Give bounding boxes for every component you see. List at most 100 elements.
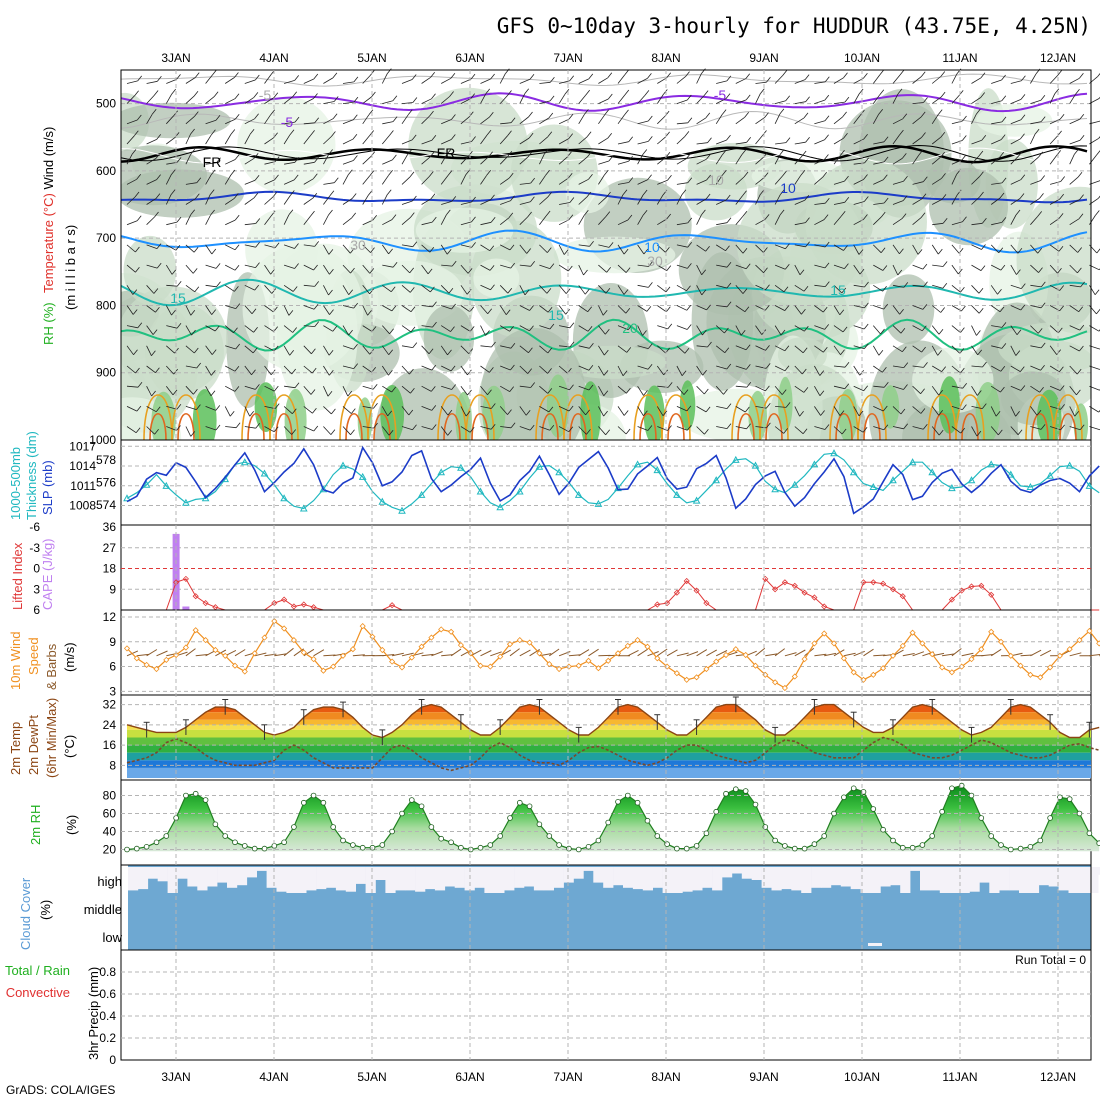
upper-y-tick-4: 900 [96, 366, 116, 380]
wind-barb-flag [785, 402, 791, 408]
wind-barb [598, 365, 605, 376]
wind-barb [873, 202, 885, 205]
wind-barb-flag [233, 193, 239, 199]
wind-barb-flag [153, 90, 159, 96]
thickness-point [771, 485, 779, 493]
grads-credit: GrADS: COLA/IGES [6, 1083, 115, 1097]
wind-barb-flag [824, 154, 829, 160]
wind-barb-flag [389, 130, 394, 136]
wind-barb [676, 406, 688, 412]
thickness-point [987, 460, 996, 468]
wind-barb [303, 284, 315, 287]
wind10-barb [942, 653, 954, 657]
wind-barb [1030, 99, 1042, 104]
wind-barb-flag [1037, 247, 1043, 254]
upper-y-label: RH (%) Temperature (°C) Wind (m/s) [41, 127, 56, 345]
wind-barb-flag [879, 89, 885, 95]
wind-barb [833, 77, 844, 84]
wind-barb-flag [289, 350, 295, 356]
wind-barb [794, 79, 806, 84]
wind-barb-flag [331, 408, 336, 415]
wind-barb-flag [686, 425, 692, 431]
rh-point [791, 845, 798, 852]
wind-barb-flag [763, 267, 768, 273]
wind-barb [519, 216, 528, 225]
wind-barb [912, 365, 924, 368]
contour-temp-30 [275, 412, 293, 441]
thickness-point [889, 476, 897, 484]
wind10-point [281, 625, 288, 632]
rh-shade [777, 337, 827, 373]
wind-barb-flag [135, 427, 141, 433]
wind10-barb [715, 650, 728, 657]
wind-barb-flag [451, 260, 457, 267]
wind-barb [971, 426, 978, 437]
thickness-point [1065, 461, 1074, 469]
wind-barb-flag [1059, 193, 1065, 200]
wind-barb [676, 305, 687, 311]
wind-barb [1049, 93, 1056, 104]
wind-barb-flag [510, 422, 516, 429]
wind-barb [892, 385, 904, 390]
wind-barb-flag [133, 130, 139, 137]
wind10-point [634, 637, 641, 644]
wind-barb-flag [429, 246, 435, 253]
wind-barb [912, 284, 924, 288]
cloud-level-middle: middle [84, 902, 122, 917]
wind10-point [830, 640, 838, 647]
wind-barb [892, 244, 900, 255]
cloud-high-bar [692, 867, 703, 891]
wind-barb [794, 305, 802, 315]
wind-barb-flag [706, 174, 711, 181]
rh-point [418, 803, 425, 810]
wind-barb-flag [962, 216, 967, 222]
contour-label: FR [203, 154, 222, 170]
wind-barb-flag [529, 424, 535, 431]
cloud-high-bar [425, 867, 436, 890]
wind-barb-flag [981, 403, 987, 409]
wind-barb [244, 305, 253, 315]
wind-barb [323, 305, 330, 315]
wind-barb-flag [1000, 366, 1006, 372]
wind-barb [657, 179, 668, 185]
wind-barb [323, 345, 330, 356]
cloud-high-bar [1048, 867, 1059, 887]
wind-barb [657, 264, 668, 271]
wind-barb-flag [804, 74, 810, 80]
li-point [703, 600, 710, 607]
thickness-point [751, 461, 760, 469]
wind-barb-flag [390, 286, 396, 292]
wind-barb [932, 222, 944, 226]
wind-barb [283, 179, 295, 185]
wind-barb [558, 264, 569, 272]
wind-barb [500, 385, 510, 392]
wind-barb [382, 325, 390, 335]
wind-barb-flag [976, 430, 982, 437]
wind-barb [794, 406, 800, 417]
wind-barb [598, 114, 606, 125]
wind-barb-flag [1040, 175, 1046, 181]
cloud-high-bar [642, 867, 653, 891]
wind-barb-flag [155, 306, 160, 313]
wind-barb [499, 325, 510, 332]
wind-barb [951, 244, 960, 254]
wind-barb-flag [999, 306, 1005, 313]
wind-barb-flag [1001, 95, 1007, 102]
wind-barb-flag [445, 209, 451, 216]
wind-barb-flag [314, 157, 319, 163]
wind-barb-flag [961, 305, 966, 312]
wind-barb [1010, 305, 1021, 311]
wind-barb [853, 244, 860, 255]
wind-barb [676, 158, 687, 165]
wind-barb [716, 406, 728, 409]
wind-barb-flag [1040, 281, 1046, 288]
wind-barb [814, 325, 825, 330]
wind-barb [657, 284, 667, 293]
wind-barb [500, 122, 512, 125]
wind-barb-flag [743, 171, 749, 178]
wind-barb [264, 406, 276, 409]
wind-barb [421, 221, 433, 226]
wind-barb [853, 305, 865, 309]
cloud-high-bar [949, 867, 960, 893]
wind-barb [126, 220, 138, 226]
